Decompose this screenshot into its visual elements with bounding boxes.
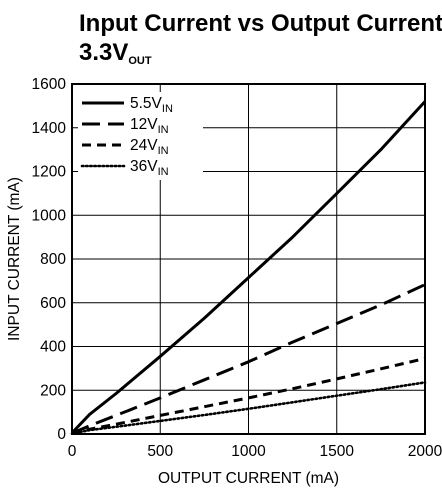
- y-tick-label: 1000: [32, 207, 67, 224]
- y-tick-labels: 0 200 400 600 800 1000 1200 1400 1600: [32, 76, 67, 443]
- y-tick-label: 1200: [32, 164, 67, 181]
- x-tick-label: 2000: [408, 443, 442, 460]
- x-tick-label: 500: [147, 443, 173, 460]
- legend-label-prefix: 24V: [130, 137, 158, 154]
- legend-label-prefix: 5.5V: [130, 95, 163, 112]
- chart-title-prefix: 3.3V: [79, 39, 128, 66]
- y-tick-label: 1600: [32, 76, 67, 93]
- x-tick-label: 1000: [231, 443, 266, 460]
- y-tick-label: 400: [40, 339, 66, 356]
- legend-label-subscript: IN: [158, 124, 169, 136]
- chart-title-line1: Input Current vs Output Current,: [79, 10, 442, 37]
- x-tick-label: 0: [68, 443, 77, 460]
- y-tick-label: 1400: [32, 120, 67, 137]
- legend-label-subscript: IN: [158, 145, 169, 157]
- chart-title-line2: 3.3VOUT: [79, 39, 152, 67]
- y-tick-label: 800: [40, 251, 66, 268]
- y-axis-label: INPUT CURRENT (mA): [6, 177, 23, 341]
- legend-label-subscript: IN: [158, 166, 169, 178]
- y-tick-label: 600: [40, 295, 66, 312]
- chart-title-subscript: OUT: [128, 55, 152, 67]
- legend-label-prefix: 36V: [130, 158, 158, 175]
- y-tick-label: 200: [40, 382, 66, 399]
- y-tick-label: 0: [57, 426, 66, 443]
- legend-label-subscript: IN: [162, 103, 173, 115]
- x-tick-label: 1500: [320, 443, 355, 460]
- x-axis-label: OUTPUT CURRENT (mA): [158, 470, 339, 487]
- x-tick-labels: 0 500 1000 1500 2000: [68, 443, 442, 460]
- legend-label-prefix: 12V: [130, 116, 158, 133]
